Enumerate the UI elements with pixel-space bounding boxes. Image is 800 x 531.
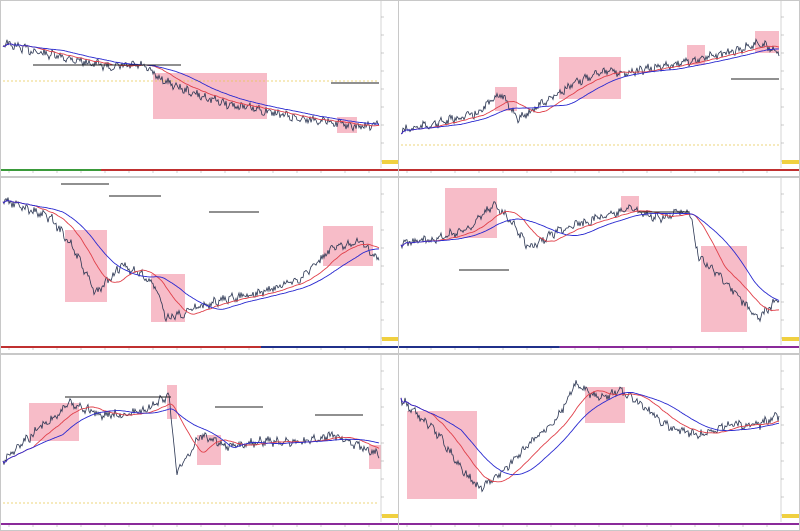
- price-line: [400, 38, 780, 135]
- chart-panel-5[interactable]: [0, 354, 400, 531]
- moving-average-fast: [2, 199, 380, 315]
- highlight-zone: [701, 246, 747, 332]
- last-price-marker: [382, 514, 399, 518]
- highlight-zone: [369, 445, 381, 469]
- moving-average-slow: [2, 199, 379, 310]
- moving-average-fast: [400, 390, 780, 483]
- highlight-zone: [687, 45, 705, 65]
- session-strip: [399, 523, 600, 525]
- session-strip: [600, 169, 799, 171]
- session-strip: [600, 523, 799, 525]
- moving-average-slow: [2, 408, 380, 464]
- chart-canvas: [1, 1, 399, 173]
- chart-canvas: [399, 355, 799, 527]
- session-strip: [101, 169, 399, 171]
- price-line: [400, 380, 780, 493]
- chart-canvas: [399, 178, 799, 350]
- price-line: [2, 39, 380, 132]
- session-strip: [261, 346, 399, 348]
- session-strip: [1, 169, 101, 171]
- moving-average-slow: [400, 48, 779, 135]
- last-price-marker: [782, 337, 799, 341]
- chart-canvas: [399, 1, 799, 173]
- last-price-marker: [382, 160, 399, 164]
- moving-average-slow: [400, 391, 780, 476]
- moving-average-slow: [400, 212, 780, 301]
- last-price-marker: [782, 514, 799, 518]
- chart-panel-4[interactable]: [398, 177, 800, 354]
- session-strip: [1, 523, 201, 525]
- moving-average-fast: [2, 43, 379, 127]
- chart-panel-3[interactable]: [0, 177, 400, 354]
- chart-panel-2[interactable]: [398, 0, 800, 177]
- chart-canvas: [1, 178, 399, 350]
- chart-panel-6[interactable]: [398, 354, 800, 531]
- chart-panel-1[interactable]: [0, 0, 400, 177]
- price-line: [2, 197, 380, 323]
- chart-canvas: [1, 355, 399, 527]
- highlight-zone: [585, 387, 625, 423]
- session-strip: [399, 169, 600, 171]
- session-strip: [1, 346, 261, 348]
- last-price-marker: [782, 160, 799, 164]
- highlight-zone: [407, 411, 477, 499]
- session-strip: [559, 346, 799, 348]
- last-price-marker: [382, 337, 399, 341]
- moving-average-fast: [400, 45, 780, 135]
- highlight-zone: [153, 73, 267, 119]
- highlight-zone: [559, 57, 621, 99]
- highlight-zone: [29, 403, 79, 441]
- highlight-zone: [167, 385, 177, 419]
- session-strip: [201, 523, 399, 525]
- session-strip: [399, 346, 560, 348]
- moving-average-slow: [2, 43, 379, 125]
- highlight-zone: [323, 226, 373, 266]
- moving-average-fast: [400, 210, 780, 311]
- highlight-zone: [65, 230, 107, 302]
- highlight-zone: [621, 196, 639, 212]
